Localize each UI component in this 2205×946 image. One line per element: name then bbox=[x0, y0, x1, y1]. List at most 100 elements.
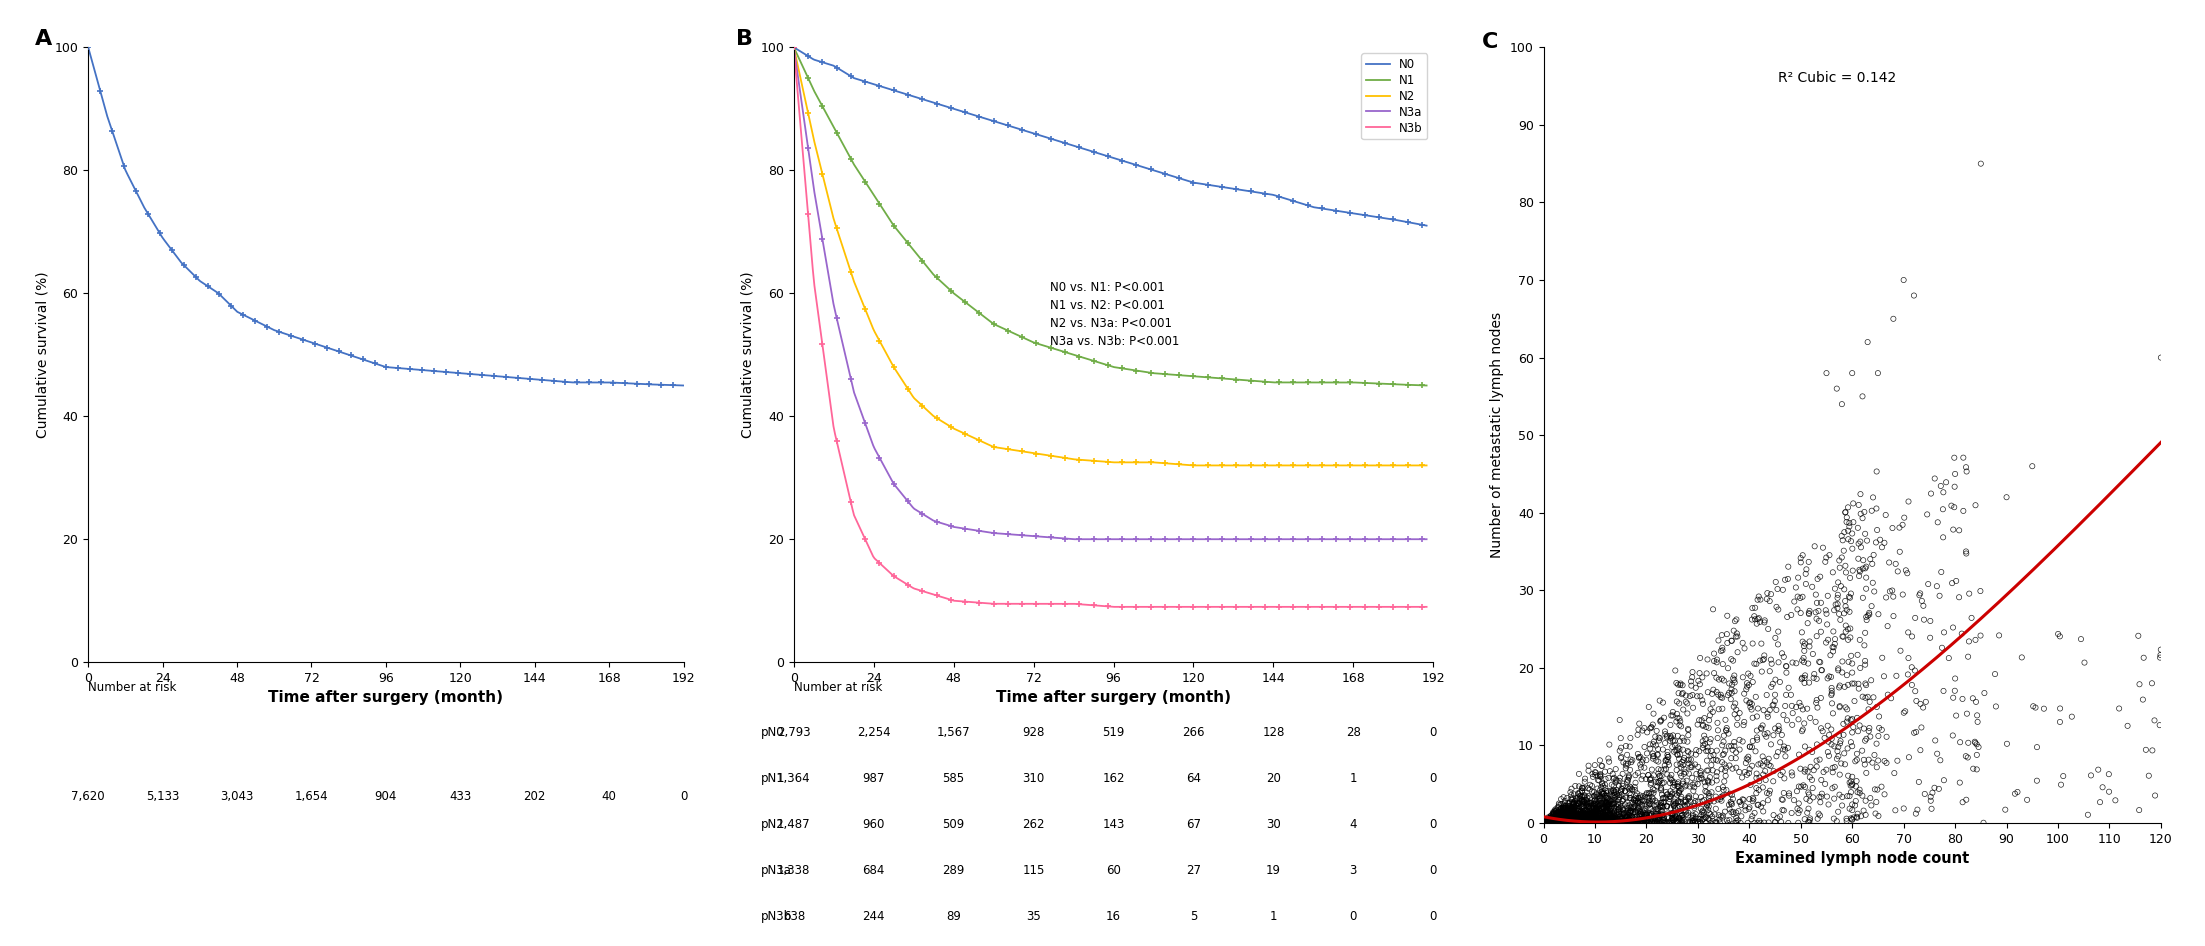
Point bbox=[1641, 815, 1676, 830]
Point bbox=[1691, 735, 1727, 750]
Point bbox=[1544, 815, 1579, 831]
Point bbox=[1566, 798, 1601, 814]
Point bbox=[1530, 815, 1566, 831]
Point bbox=[1532, 809, 1568, 824]
Point bbox=[1552, 800, 1588, 815]
Point bbox=[1544, 815, 1579, 831]
Point bbox=[1634, 771, 1669, 786]
Point bbox=[1700, 715, 1735, 730]
Point bbox=[1788, 780, 1824, 795]
Point bbox=[1720, 629, 1755, 644]
Point bbox=[1616, 815, 1652, 831]
Point bbox=[1658, 796, 1693, 811]
Point bbox=[1649, 747, 1685, 762]
Point bbox=[1557, 815, 1592, 830]
Point bbox=[1541, 815, 1577, 831]
Point bbox=[1544, 811, 1579, 826]
Point bbox=[1698, 807, 1733, 822]
Point bbox=[1815, 764, 1850, 780]
Point bbox=[1590, 788, 1625, 803]
Point bbox=[1632, 790, 1667, 805]
Point bbox=[1572, 810, 1607, 825]
Point bbox=[1537, 815, 1572, 831]
Point bbox=[1643, 781, 1678, 797]
Point bbox=[1537, 815, 1572, 831]
Point bbox=[1720, 644, 1755, 659]
Point bbox=[1594, 810, 1629, 825]
Point bbox=[1557, 807, 1592, 822]
Point bbox=[1555, 815, 1590, 831]
Point bbox=[1718, 696, 1753, 711]
Point bbox=[1854, 755, 1890, 770]
Point bbox=[1537, 809, 1572, 824]
Point bbox=[1704, 701, 1740, 716]
Point bbox=[1618, 815, 1654, 830]
Point bbox=[1786, 634, 1821, 649]
Point bbox=[1610, 809, 1645, 824]
Point bbox=[1555, 815, 1590, 830]
Point bbox=[1557, 815, 1592, 830]
Point bbox=[1555, 813, 1590, 828]
Point bbox=[1696, 794, 1731, 809]
Point bbox=[1544, 814, 1579, 829]
Point bbox=[1795, 745, 1830, 760]
Point bbox=[1786, 671, 1821, 686]
Point bbox=[1603, 790, 1638, 805]
Point bbox=[1817, 791, 1852, 806]
Point bbox=[1579, 810, 1614, 825]
Point bbox=[1561, 815, 1596, 831]
Point bbox=[1535, 815, 1570, 830]
Point bbox=[1530, 815, 1566, 831]
Point bbox=[1541, 799, 1577, 815]
Point bbox=[1751, 710, 1786, 725]
Point bbox=[1572, 815, 1607, 830]
Point bbox=[1852, 694, 1887, 710]
X-axis label: Examined lymph node count: Examined lymph node count bbox=[1735, 851, 1969, 867]
Point bbox=[2044, 777, 2079, 792]
Point bbox=[1713, 797, 1749, 812]
Point bbox=[1535, 815, 1570, 831]
Point bbox=[1579, 815, 1614, 831]
Point bbox=[1960, 714, 1996, 729]
Point bbox=[1689, 763, 1724, 779]
Point bbox=[1530, 814, 1566, 829]
Point bbox=[1577, 793, 1612, 808]
Point bbox=[1863, 540, 1899, 555]
Point bbox=[1541, 815, 1577, 830]
Point bbox=[1541, 815, 1577, 831]
Point bbox=[1691, 775, 1727, 790]
Point bbox=[1680, 815, 1715, 830]
Point bbox=[1687, 779, 1722, 794]
Point bbox=[1530, 815, 1566, 830]
Point bbox=[1555, 802, 1590, 817]
Point bbox=[1557, 813, 1592, 828]
Point bbox=[1528, 815, 1563, 830]
Point bbox=[1815, 680, 1850, 695]
Point bbox=[1530, 813, 1566, 828]
Point bbox=[1588, 811, 1623, 826]
Point bbox=[1548, 815, 1583, 831]
Point bbox=[1749, 785, 1784, 800]
Point bbox=[1583, 814, 1618, 829]
Point bbox=[1815, 565, 1850, 580]
Point bbox=[1579, 767, 1614, 782]
Point bbox=[1715, 671, 1751, 686]
Point bbox=[1588, 764, 1623, 780]
Point bbox=[1541, 804, 1577, 819]
Point bbox=[1537, 815, 1572, 831]
Point bbox=[1656, 705, 1691, 720]
Point bbox=[1610, 758, 1645, 773]
Point bbox=[1612, 780, 1647, 795]
Point bbox=[1914, 793, 1949, 808]
Point bbox=[1528, 814, 1563, 829]
Point bbox=[1546, 814, 1581, 829]
Point bbox=[1530, 815, 1566, 831]
Point bbox=[1722, 815, 1757, 831]
Point bbox=[1548, 810, 1583, 825]
Point bbox=[1808, 550, 1843, 565]
Point bbox=[1559, 815, 1594, 830]
Point bbox=[1808, 603, 1843, 618]
Point bbox=[1552, 815, 1588, 831]
Point bbox=[1793, 604, 1828, 619]
Point bbox=[1667, 779, 1702, 794]
